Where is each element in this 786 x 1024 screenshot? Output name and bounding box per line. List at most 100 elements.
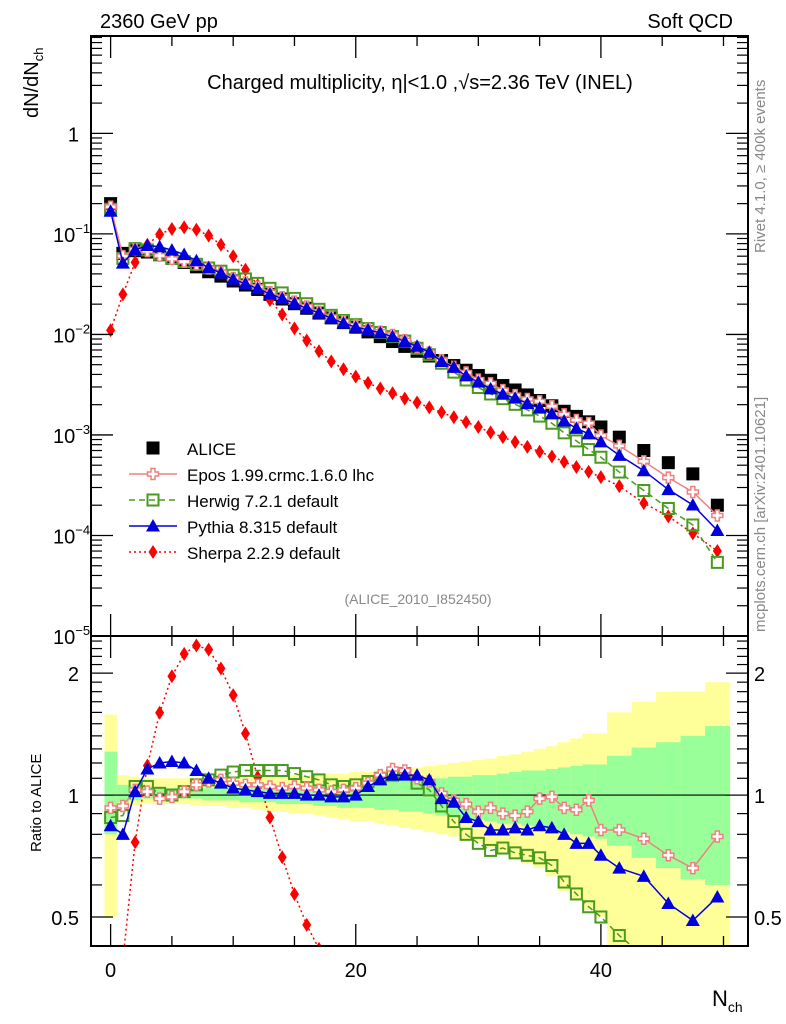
data-point-pythia xyxy=(311,306,326,319)
data-point-sherpa xyxy=(688,526,698,541)
data-point-sherpa xyxy=(412,395,422,410)
ratio-point-epos xyxy=(472,805,485,818)
data-point-pythia xyxy=(495,387,510,400)
data-point-sherpa xyxy=(191,222,201,237)
legend-label-epos: Epos 1.99.crmc.1.6.0 lhc xyxy=(187,466,375,485)
chart-title: Charged multiplicity, η|<1.0 ,√s=2.36 Te… xyxy=(207,72,633,94)
data-point-sherpa xyxy=(614,479,624,494)
data-point-sherpa xyxy=(240,262,250,277)
data-point-sherpa xyxy=(167,221,177,236)
ratio-point-sherpa xyxy=(572,992,581,1006)
legend-marker-sherpa xyxy=(148,545,158,559)
stat-uncertainty-band xyxy=(508,772,522,824)
data-point-sherpa xyxy=(559,454,569,469)
y-tick-label: 10−5 xyxy=(53,623,90,649)
x-tick-label: 0 xyxy=(105,960,116,982)
data-point-pythia xyxy=(569,421,584,434)
data-point-pythia xyxy=(140,238,155,252)
data-point-pythia xyxy=(636,463,651,477)
data-point-pythia xyxy=(459,368,474,382)
ratio-point-pythia xyxy=(410,768,425,781)
rivet-version-label: Rivet 4.1.0, ≥ 400k events xyxy=(752,80,769,253)
ratio-point-pythia xyxy=(661,896,676,909)
y-tick-exponent: −5 xyxy=(75,623,90,638)
ratio-point-sherpa xyxy=(462,997,471,1011)
legend-label-alice: ALICE xyxy=(187,440,236,459)
legend-item-sherpa: Sherpa 2.2.9 default xyxy=(129,544,340,563)
data-point-epos xyxy=(637,455,651,468)
ratio-point-epos xyxy=(141,785,154,798)
data-point-sherpa xyxy=(571,459,581,474)
data-point-alice xyxy=(594,420,608,434)
ratio-point-epos xyxy=(104,801,117,815)
ratio-point-herwig xyxy=(663,974,674,985)
y-tick-exponent: −4 xyxy=(75,522,90,537)
ratio-point-pythia xyxy=(685,913,700,927)
main-y-label-sub: ch xyxy=(31,48,46,62)
data-point-pythia xyxy=(299,301,314,314)
data-point-herwig xyxy=(557,426,571,440)
ratio-line-sherpa xyxy=(123,644,319,946)
x-tick-label: 40 xyxy=(590,960,612,982)
ratio-point-pythia xyxy=(710,890,725,903)
mcplots-credit-label: mcplots.cern.ch [arXiv:2401.10621] xyxy=(752,397,769,632)
data-point-sherpa xyxy=(204,228,214,243)
ratio-point-epos xyxy=(662,849,675,862)
stat-uncertainty-band xyxy=(214,788,228,801)
stat-uncertainty-band xyxy=(558,767,571,833)
data-point-pythia xyxy=(422,345,437,358)
ratio-y-tick-label: 2 xyxy=(68,664,79,686)
data-point-pythia xyxy=(471,375,486,388)
y-tick-label: 10−3 xyxy=(53,422,90,448)
ratio-y-tick-label: 1 xyxy=(68,786,79,808)
data-point-pythia xyxy=(152,239,167,253)
ratio-point-sherpa xyxy=(400,998,409,1012)
legend-marker-epos xyxy=(146,467,160,481)
ratio-point-pythia xyxy=(262,786,277,799)
data-point-pythia xyxy=(348,320,363,333)
ratio-point-sherpa xyxy=(265,810,275,825)
ratio-point-pythia xyxy=(446,795,461,808)
ratio-point-epos xyxy=(153,792,166,805)
ratio-point-pythia xyxy=(361,779,376,792)
stat-uncertainty-band xyxy=(680,735,706,880)
data-point-sherpa xyxy=(437,405,447,420)
legend-item-pythia: Pythia 8.315 default xyxy=(129,518,338,537)
data-point-pythia xyxy=(581,426,596,440)
data-point-sherpa xyxy=(302,333,312,348)
ratio-point-sherpa xyxy=(277,850,287,865)
ratio-point-herwig xyxy=(545,859,559,873)
data-point-sherpa xyxy=(179,220,189,235)
x-tick-label: 20 xyxy=(345,960,367,982)
ratio-point-pythia xyxy=(544,820,559,834)
data-point-sherpa xyxy=(289,321,299,336)
ratio-point-pythia xyxy=(164,754,179,768)
ratio-point-herwig xyxy=(275,763,289,777)
data-point-sherpa xyxy=(596,470,606,485)
ratio-series-pythia xyxy=(103,754,725,927)
ratio-point-pythia xyxy=(483,822,498,836)
data-point-pythia xyxy=(189,253,204,267)
ratio-point-herwig xyxy=(687,996,698,1007)
data-point-herwig xyxy=(582,443,596,457)
ratio-point-pythia xyxy=(226,781,241,794)
ratio-point-herwig xyxy=(594,910,608,924)
data-point-pythia xyxy=(373,325,388,339)
data-point-sherpa xyxy=(326,354,336,369)
ratio-point-herwig xyxy=(287,767,301,781)
data-point-pythia xyxy=(483,381,498,395)
ratio-point-pythia xyxy=(250,784,265,798)
data-point-sherpa xyxy=(130,255,140,270)
y-tick-label: 10−1 xyxy=(53,221,90,247)
ratio-series-epos xyxy=(104,762,724,875)
data-point-sherpa xyxy=(498,430,508,445)
data-point-sherpa xyxy=(351,369,361,384)
ratio-point-pythia xyxy=(373,772,388,786)
ratio-point-sherpa xyxy=(240,726,250,741)
ratio-point-pythia xyxy=(213,776,228,789)
ratio-point-sherpa xyxy=(364,993,373,1007)
ratio-point-pythia xyxy=(287,786,302,799)
ratio-point-pythia xyxy=(434,791,449,805)
data-point-pythia xyxy=(287,296,302,309)
ratio-point-pythia xyxy=(189,763,204,776)
